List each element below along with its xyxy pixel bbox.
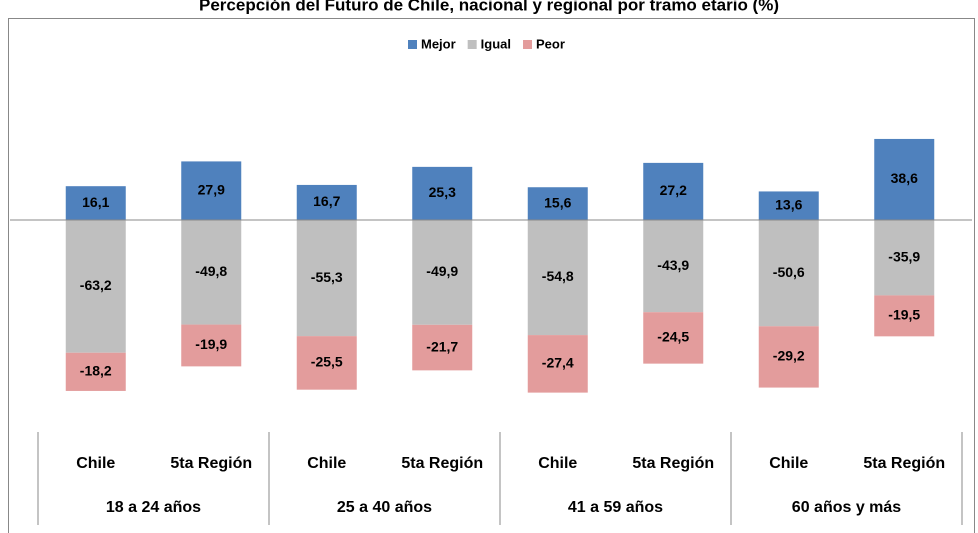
x-tick-label: Chile <box>76 455 115 472</box>
bar-segment <box>527 220 588 336</box>
value-label: 16,1 <box>82 194 109 210</box>
bar-segment <box>296 220 357 337</box>
group-label: 25 a 40 años <box>337 499 432 516</box>
bar-segment <box>758 191 819 220</box>
bar-segment <box>181 324 242 367</box>
bar-segment <box>643 162 704 220</box>
bar-segment <box>412 220 473 325</box>
bar-segment <box>65 220 126 353</box>
bar-segment <box>181 161 242 220</box>
value-label: -25,5 <box>311 354 343 370</box>
group-label: 60 años y más <box>792 499 902 516</box>
value-label: 16,7 <box>313 193 340 209</box>
value-label: -54,8 <box>542 268 574 284</box>
bar-segment <box>296 184 357 220</box>
value-label: 27,9 <box>198 181 225 197</box>
bar-segment <box>758 220 819 327</box>
value-label: -24,5 <box>657 329 689 345</box>
value-label: -19,9 <box>195 336 227 352</box>
bar-segment <box>65 186 126 220</box>
group-label: 41 a 59 años <box>568 499 663 516</box>
value-label: -49,9 <box>426 263 458 279</box>
bar-segment <box>527 335 588 393</box>
value-label: -35,9 <box>888 248 920 264</box>
value-label: -19,5 <box>888 307 920 323</box>
chart-border <box>8 18 975 533</box>
group-label: 18 a 24 años <box>106 499 201 516</box>
x-tick-label: 5ta Región <box>863 455 945 472</box>
value-label: 13,6 <box>775 196 802 212</box>
legend-label: Igual <box>481 36 511 51</box>
legend-label: Peor <box>536 36 565 51</box>
legend-label: Mejor <box>421 36 456 51</box>
x-tick-label: 5ta Región <box>170 455 252 472</box>
x-tick-label: Chile <box>769 455 808 472</box>
value-label: 25,3 <box>429 184 456 200</box>
bar-segment <box>412 166 473 220</box>
x-tick-label: 5ta Región <box>401 455 483 472</box>
legend-swatch <box>467 40 477 49</box>
value-label: -49,8 <box>195 263 227 279</box>
x-tick-label: Chile <box>307 455 346 472</box>
bar-segment <box>643 312 704 364</box>
bar-segment <box>412 324 473 371</box>
value-label: -27,4 <box>542 355 574 371</box>
bar-segment <box>181 220 242 325</box>
value-label: 38,6 <box>891 170 918 186</box>
bar-segment <box>874 138 935 220</box>
bar-segment <box>65 352 126 391</box>
x-tick-label: Chile <box>538 455 577 472</box>
value-label: -63,2 <box>80 277 112 293</box>
bar-segment <box>874 220 935 296</box>
bar-segment <box>758 326 819 388</box>
value-label: -18,2 <box>80 363 112 379</box>
value-label: -29,2 <box>773 348 805 364</box>
value-label: 15,6 <box>544 194 571 210</box>
value-label: 27,2 <box>660 182 687 198</box>
bar-segment <box>296 336 357 390</box>
legend-swatch <box>408 40 417 49</box>
value-label: -43,9 <box>657 257 689 273</box>
bar-segment <box>874 295 935 337</box>
chart-title: Percepción del Futuro de Chile, nacional… <box>199 0 779 14</box>
bar-segment <box>527 187 588 220</box>
x-tick-label: 5ta Región <box>632 455 714 472</box>
legend-swatch <box>523 40 533 49</box>
value-label: -50,6 <box>773 264 805 280</box>
value-label: -55,3 <box>311 269 343 285</box>
bar-segment <box>643 220 704 313</box>
value-label: -21,7 <box>426 338 458 354</box>
